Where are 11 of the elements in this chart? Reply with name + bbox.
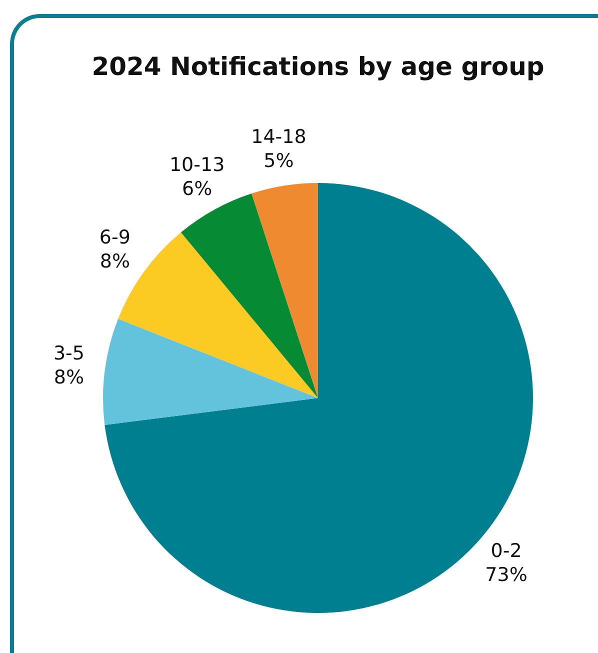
slice-label: 14-18 — [251, 126, 306, 148]
slice-label: 0-2 — [490, 540, 522, 562]
data-label: 8% — [100, 250, 130, 272]
slice-label: 10-13 — [169, 154, 225, 176]
slice-label: 3-5 — [53, 342, 85, 364]
data-label: 8% — [54, 366, 84, 388]
slice-label: 6-9 — [99, 226, 130, 248]
data-label: 73% — [485, 564, 528, 586]
data-label: 5% — [264, 150, 294, 172]
data-label: 6% — [182, 178, 212, 200]
chart-title: 2024 Notifications by age group — [90, 52, 546, 81]
